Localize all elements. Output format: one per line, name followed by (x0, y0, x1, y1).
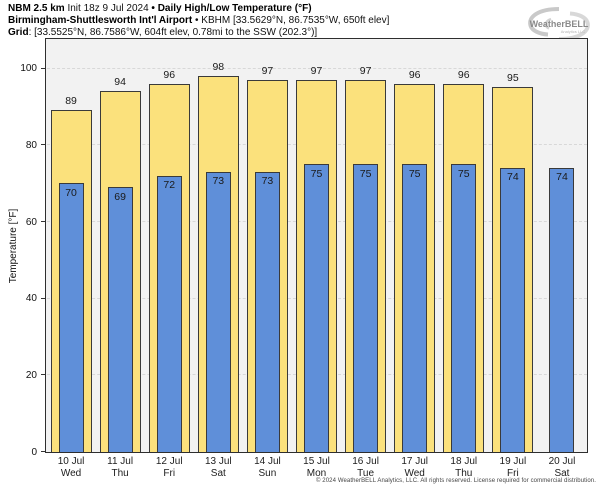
low-value-label: 73 (212, 175, 225, 188)
date-label: 20 Jul (548, 456, 576, 467)
weekday-label: Fri (163, 467, 176, 479)
model-name: NBM 2.5 km (8, 3, 65, 14)
station-info: • KBHM [33.5629°N, 86.7535°W, 650ft elev… (192, 15, 390, 26)
low-bar (304, 164, 329, 452)
y-tick-label: 100 (20, 63, 37, 75)
y-axis: 0 20 40 60 80 100 (0, 40, 46, 458)
x-tick-label: 16 Jul Tue (339, 456, 393, 479)
station-name: Birmingham-Shuttlesworth Int'l Airport (8, 15, 193, 26)
date-label: 16 Jul (352, 456, 379, 467)
low-value-label: 70 (65, 186, 77, 199)
low-bar (549, 167, 575, 452)
high-value-label: 96 (457, 68, 470, 81)
high-value-label: 96 (408, 68, 421, 81)
date-label: 11 Jul (107, 456, 134, 467)
x-tick-label: 12 Jul Fri (142, 456, 196, 479)
low-bar (451, 164, 477, 452)
y-tick (41, 220, 46, 223)
swirl-icon (528, 7, 590, 41)
x-tick-label: 10 Jul Wed (44, 456, 98, 479)
high-value-label: 98 (212, 60, 225, 73)
low-bar (107, 187, 133, 452)
header-line-2: Birmingham-Shuttlesworth Int'l Airport •… (8, 15, 389, 27)
weekday-label: Mon (306, 467, 327, 479)
x-tick-label: 11 Jul Thu (93, 456, 147, 479)
x-tick-label: 17 Jul Wed (388, 456, 442, 479)
product-title: • Daily High/Low Temperature (°F) (151, 3, 312, 14)
low-bar (402, 164, 428, 452)
plot-inner: 89 70 94 69 96 72 98 73 97 73 97 75 97 75 96 75 96 75 95 74… (46, 40, 587, 452)
init-time: Init 18z 9 Jul 2024 (64, 3, 152, 14)
x-axis-labels: 10 Jul Wed 11 Jul Thu 12 Jul Fri 13 Jul Sat 14 J… (47, 456, 587, 482)
y-tick-label: 80 (25, 139, 37, 151)
low-value-label: 72 (163, 179, 176, 192)
weekday-label: Sat (210, 467, 226, 479)
weekday-label: Tue (357, 467, 375, 479)
weatherbell-logo: WeatherBELL Analytics LLC (528, 7, 590, 41)
low-value-label: 74 (507, 171, 519, 184)
x-tick-label: 19 Jul Fri (486, 456, 540, 479)
logo-brand-text: WeatherBELL (530, 19, 589, 29)
high-value-label: 97 (261, 64, 274, 77)
weekday-label: Sun (258, 467, 277, 479)
low-value-label: 75 (310, 167, 323, 180)
date-label: 13 Jul (204, 456, 232, 467)
x-tick-label: 15 Jul Mon (290, 456, 344, 479)
low-bar (156, 175, 182, 452)
y-tick-label: 60 (25, 216, 37, 228)
y-tick (41, 450, 46, 452)
low-bar (500, 167, 526, 452)
header-line-3: Grid: [33.5525°N, 86.7586°W, 604ft elev,… (8, 27, 389, 39)
x-tick-label: 18 Jul Thu (437, 456, 491, 479)
weekday-label: Fri (507, 467, 519, 479)
x-tick-label: 20 Jul Sat (535, 456, 589, 479)
y-tick-label: 0 (31, 446, 37, 458)
high-value-label: 89 (65, 95, 77, 108)
grid-info: : [33.5525°N, 86.7586°W, 604ft elev, 0.7… (28, 27, 318, 38)
high-value-label: 95 (507, 72, 519, 85)
low-value-label: 75 (457, 167, 470, 180)
low-value-label: 75 (359, 167, 372, 180)
y-tick-label: 20 (25, 369, 37, 381)
date-label: 17 Jul (401, 456, 429, 467)
high-value-label: 97 (310, 64, 323, 77)
y-tick (41, 374, 46, 376)
date-label: 18 Jul (450, 456, 478, 467)
date-label: 19 Jul (499, 456, 527, 467)
date-label: 14 Jul (254, 456, 281, 467)
weekday-label: Thu (111, 467, 129, 479)
x-tick-label: 14 Jul Sun (240, 456, 294, 479)
y-tick (41, 67, 46, 69)
high-value-label: 96 (163, 68, 176, 81)
low-bar (58, 183, 84, 452)
high-value-label: 94 (114, 76, 126, 89)
low-bar (205, 171, 231, 452)
weekday-label: Sat (554, 467, 570, 479)
date-label: 15 Jul (303, 456, 330, 467)
y-tick (41, 297, 46, 299)
low-value-label: 69 (114, 190, 126, 203)
weekday-label: Wed (404, 467, 425, 479)
weekday-label: Thu (455, 467, 473, 479)
date-label: 12 Jul (155, 456, 183, 467)
logo-sub-text: Analytics LLC (561, 29, 586, 34)
chart-header: NBM 2.5 km Init 18z 9 Jul 2024 • Daily H… (8, 3, 389, 39)
low-value-label: 73 (261, 175, 274, 188)
low-value-label: 75 (408, 167, 421, 180)
high-value-label: 97 (359, 64, 372, 77)
weekday-label: Wed (60, 467, 82, 479)
low-value-label: 74 (556, 171, 568, 184)
grid-label: Grid (8, 27, 29, 38)
date-label: 10 Jul (57, 456, 85, 467)
y-tick-label: 40 (25, 293, 37, 305)
x-tick-label: 13 Jul Sat (191, 456, 245, 479)
header-line-1: NBM 2.5 km Init 18z 9 Jul 2024 • Daily H… (8, 3, 389, 15)
y-tick (41, 144, 46, 146)
gridline (46, 67, 587, 69)
low-bar (353, 164, 379, 452)
copyright-text: © 2024 WeatherBELL Analytics, LLC. All r… (316, 478, 596, 484)
low-bar (254, 171, 280, 452)
